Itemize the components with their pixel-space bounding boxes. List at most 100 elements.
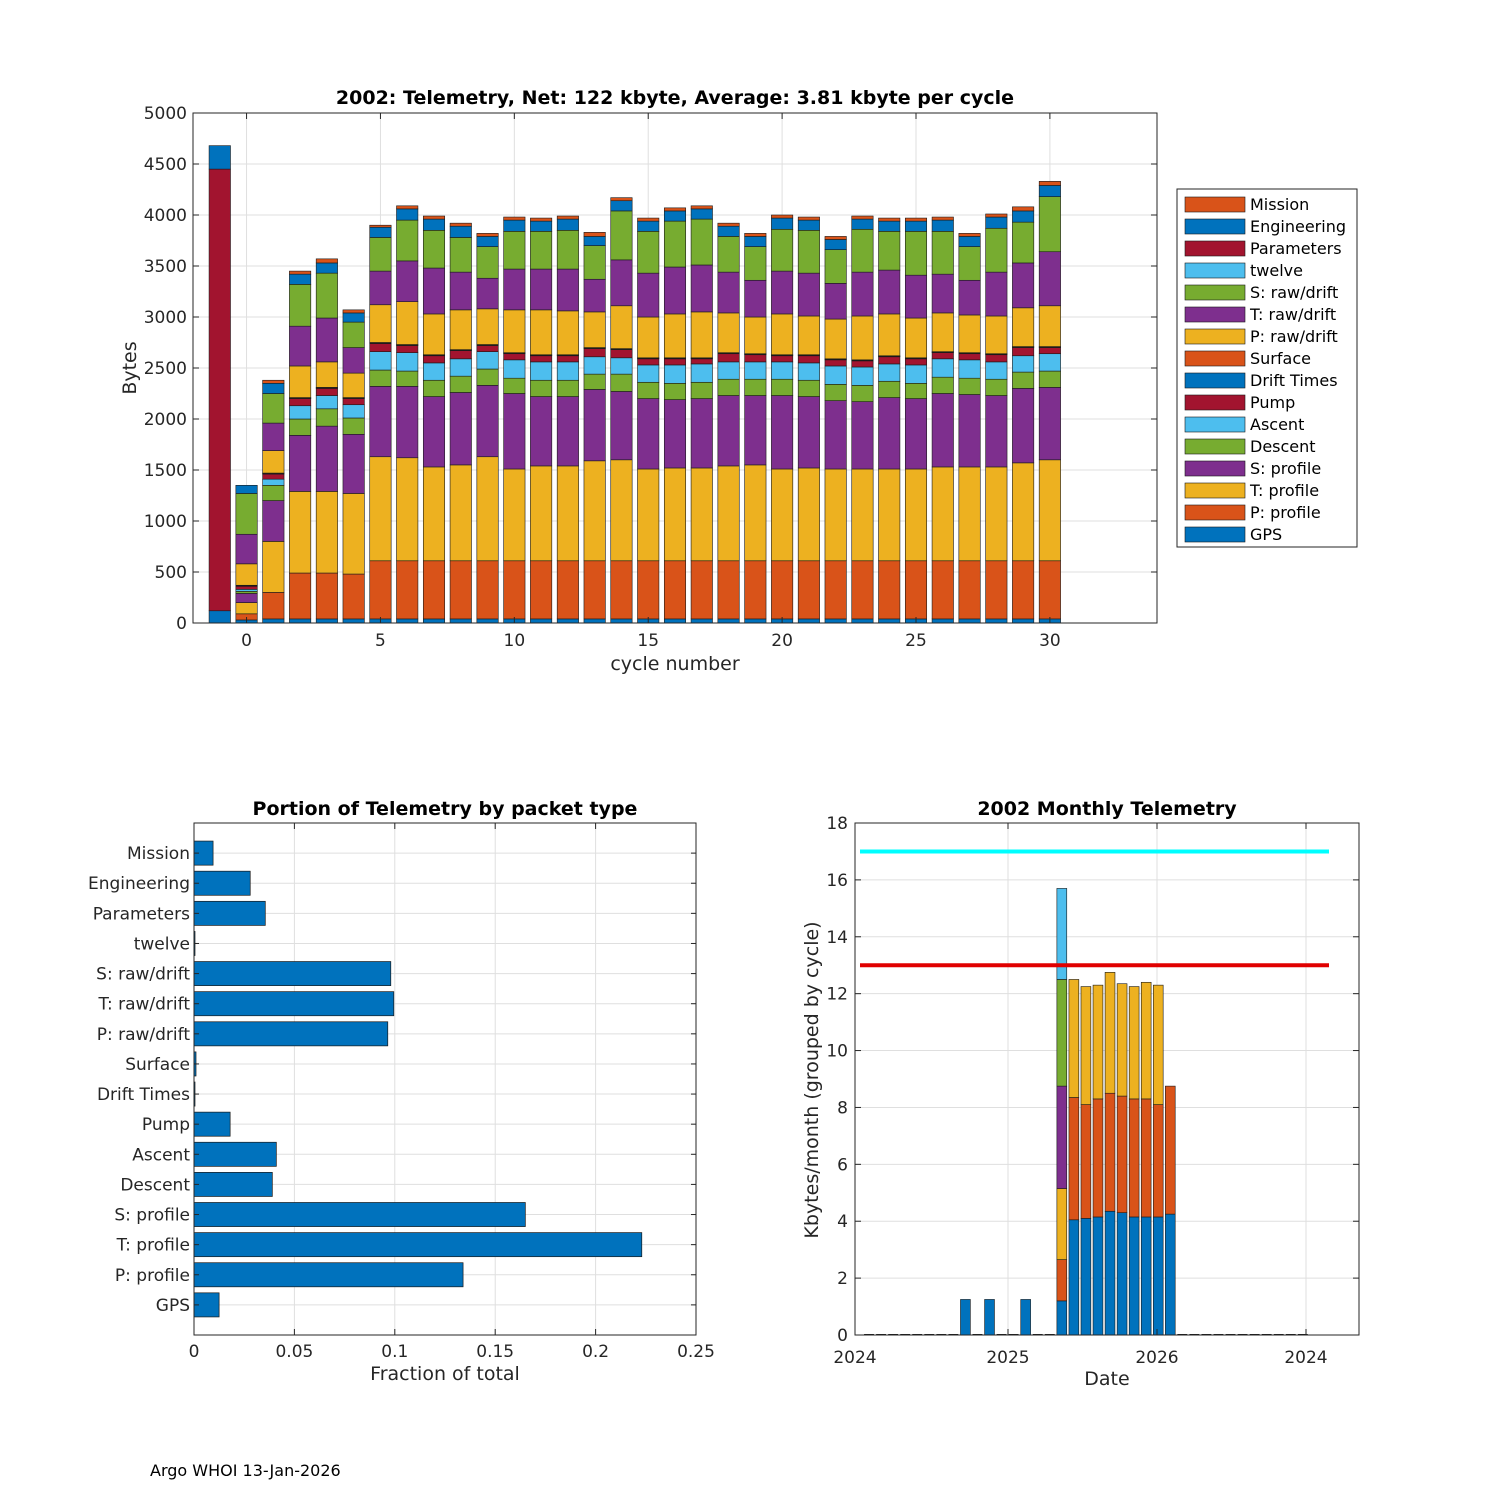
bar-segment-cycle-12-descent <box>556 379 579 397</box>
bar-segment-cycle-26-p-profile <box>931 560 954 620</box>
x-tick-label: 25 <box>905 631 927 651</box>
bar-segment-cycle-14-t-profile <box>610 459 633 562</box>
bar-segment-cycle-13-ascent <box>583 356 606 375</box>
bar-segment-cycle-16-gps <box>663 618 687 624</box>
bar-segment-cycle-27-descent <box>958 377 981 395</box>
bar-segment-cycle-13-p-raw-drift <box>583 311 606 348</box>
bar-segment-cycle-15-s-profile <box>637 398 660 470</box>
category-label-surface: Surface <box>125 1055 190 1075</box>
bar-segment-cycle-17-s-raw-drift <box>690 218 713 266</box>
bar-segment-cycle-3-ascent <box>315 395 338 410</box>
month-bar-24-segment-1 <box>1152 1104 1164 1218</box>
plot-area <box>194 823 696 1335</box>
bar-segment-cycle-26-ascent <box>931 358 954 378</box>
category-label-engineering: Engineering <box>88 874 190 894</box>
bar-segment-cycle-23-pump <box>851 360 874 368</box>
bar-segment-cycle-9-mission <box>476 233 499 237</box>
y-tick-label: 4000 <box>144 206 187 226</box>
category-label-gps: GPS <box>156 1296 190 1316</box>
bar-segment-cycle-28-descent <box>985 378 1008 396</box>
bar-segment-cycle-24-engineering <box>878 220 901 232</box>
bar-segment-cycle-10-p-profile <box>503 560 526 620</box>
bar-segment-cycle-27-t-raw-drift <box>958 279 981 316</box>
category-label-descent: Descent <box>120 1175 190 1195</box>
bar-segment-cycle-21-descent <box>797 379 820 397</box>
bar-segment-cycle-4-pump <box>342 398 365 406</box>
bar-segment-cycle-29-t-raw-drift <box>1012 262 1035 309</box>
bar-segment-cycle-7-s-profile <box>422 396 446 468</box>
bar-segment-cycle-13-s-profile <box>583 389 606 462</box>
bar-segment-cycle-5-p-profile <box>369 560 392 620</box>
bar-segment-cycle-10-t-raw-drift <box>503 268 526 311</box>
bar-segment-cycle-30-descent <box>1038 370 1061 388</box>
fraction-by-packet-chart: 0 0.05 0.1 0.15 0.2 0.25 Mission Engineering Par… <box>88 798 715 1385</box>
bar-segment-cycle-3-s-raw-drift <box>315 272 338 319</box>
bar-segment-cycle-5-descent <box>369 369 392 387</box>
bar-segment-cycle-0-t-profile <box>235 602 258 615</box>
bar-segment-cycle-28-s-profile <box>985 395 1008 468</box>
bar-segment-cycle-22-engineering <box>824 239 847 250</box>
bar-segment-cycle-7-p-profile <box>422 560 446 620</box>
bar-segment-cycle-8-ascent <box>449 358 472 377</box>
month-bar-17-segment-1 <box>1068 1097 1080 1221</box>
bar-segment-cycle-0-ascent <box>235 589 258 592</box>
bar-segment-cycle-3-engineering <box>315 262 338 274</box>
fraction-bar-s-profile <box>193 1202 526 1227</box>
bar-segment-cycle-23-gps <box>851 618 874 624</box>
bar-segment-cycle-9-s-raw-drift <box>476 246 499 279</box>
month-bar-16-segment-3 <box>1056 1085 1068 1189</box>
bar-segment-cycle-21-p-profile <box>797 560 820 620</box>
legend: Mission Engineering Parameters twelve S: raw… <box>1176 188 1358 548</box>
telemetry-stacked-chart: 0 5 10 15 20 25 30 0 500 1000 1500 2000 2500 3000 3500… <box>119 87 1358 675</box>
bar-segment-cycle-4-s-profile <box>342 433 365 494</box>
bar-segment-cycle-6-mission <box>396 205 419 210</box>
bar-segment-cycle-5-engineering <box>369 226 392 238</box>
bar-segment-cycle-26-s-profile <box>931 393 954 468</box>
bar-segment-cycle-25-s-profile <box>904 398 928 470</box>
category-label-t-profile: T: profile <box>116 1236 190 1256</box>
bar-segment-cycle-25-t-raw-drift <box>904 274 928 319</box>
bar-segment-cycle-25-ascent <box>904 364 928 384</box>
bar-segment-cycle-15-mission <box>637 217 660 222</box>
bar-segment-cycle-23-t-profile <box>851 468 874 562</box>
legend-swatch-mission <box>1184 196 1246 213</box>
bar-segment-cycle-6-pump <box>396 345 419 353</box>
y-tick-label: 3500 <box>144 257 187 277</box>
bar-segment-cycle-30-mission <box>1038 181 1061 186</box>
x-tick-label: 30 <box>1039 631 1061 651</box>
y-tick-label: 12 <box>826 985 848 1005</box>
footer-credit: Argo WHOI 13-Jan-2026 <box>150 1461 341 1480</box>
bar-segment-cycle-28-mission <box>985 213 1008 218</box>
category-label-p-raw-drift: P: raw/drift <box>97 1025 191 1045</box>
bar-segment-cycle-3-p-profile <box>315 572 338 620</box>
bar-segment-cycle-11-descent <box>530 379 553 397</box>
bar-segment-cycle-18-p-profile <box>717 560 740 620</box>
x-tick-label: 2024 <box>833 1348 876 1368</box>
bar-segment-cycle-11-gps <box>530 618 553 624</box>
bar-segment-cycle-29-descent <box>1012 371 1035 389</box>
bar-segment-cycle-29-p-profile <box>1012 560 1035 620</box>
bar-segment-cycle-15-s-raw-drift <box>637 231 660 274</box>
bar-segment-cycle-3-pump <box>315 388 338 396</box>
bar-segment-cycle-19-s-raw-drift <box>744 246 767 281</box>
bar-segment-cycle-11-mission <box>530 217 553 222</box>
bar-segment-cycle-22-t-profile <box>824 468 847 562</box>
month-bar-16-segment-4 <box>1056 979 1068 1087</box>
bar-segment-cycle-4-gps <box>342 618 365 624</box>
legend-label-s-raw-drift: S: raw/drift <box>1250 283 1338 302</box>
bar-segment-cycle-3-descent <box>315 408 338 427</box>
bar-segment-cycle-4-ascent <box>342 404 365 419</box>
bar-segment-cycle-1-engineering <box>262 382 285 394</box>
legend-swatch-p-raw-drift <box>1184 328 1246 345</box>
bar-segment-cycle-20-p-raw-drift <box>771 313 794 356</box>
bar-segment-cycle-22-gps <box>824 618 847 624</box>
bar-segment-cycle-9-gps <box>476 618 499 624</box>
bar-segment-cycle-22-mission <box>824 236 847 240</box>
bar-segment-cycle-22-p-raw-drift <box>824 318 847 360</box>
y-tick-label: 500 <box>155 563 187 583</box>
bar-segment-cycle-19-s-profile <box>744 395 767 466</box>
bar-segment-cycle-7-engineering <box>422 218 446 231</box>
fraction-bar-p-profile <box>193 1262 464 1288</box>
bar-segment-cycle-6-t-raw-drift <box>396 260 419 302</box>
month-bar-21-segment-2 <box>1116 983 1128 1097</box>
